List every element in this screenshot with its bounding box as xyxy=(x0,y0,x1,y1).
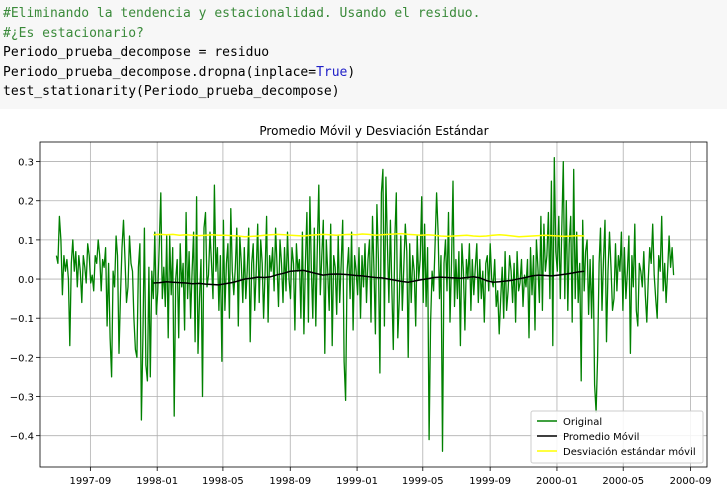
y-tick-label: 0.3 xyxy=(18,158,34,169)
legend-box xyxy=(530,410,704,464)
x-tick-label: 1998-01 xyxy=(136,476,178,487)
chart-figure: Promedio Móvil y Desviación Estándar 0.3… xyxy=(10,124,712,487)
x-tick-label: 2000-09 xyxy=(670,476,712,487)
chart-series xyxy=(55,157,675,452)
series-line-promedio-m-vil xyxy=(153,269,585,286)
y-tick-label: −0.4 xyxy=(10,432,34,443)
y-axis: 0.3 0.2 0.1 0.0 −0.1 −0.2 −0.3 −0.4 xyxy=(10,158,40,443)
x-tick-label: 1998-05 xyxy=(202,476,244,487)
y-tick-label: −0.3 xyxy=(10,393,34,404)
code-line: #Eliminando la tendencia y estacionalida… xyxy=(3,4,727,24)
x-tick-label: 1999-09 xyxy=(469,476,511,487)
code-token: ) xyxy=(347,64,356,80)
plot-area-frame xyxy=(39,141,708,468)
code-token: True xyxy=(316,64,348,80)
code-token: Periodo_prueba_decompose = residuo xyxy=(3,45,270,60)
x-tick-label: 1999-01 xyxy=(336,476,378,487)
y-tick-label: −0.1 xyxy=(10,314,34,325)
legend-label: Promedio Móvil xyxy=(563,431,639,443)
legend-label: Desviación estándar móvil xyxy=(563,446,696,458)
code-token: #Eliminando la tendencia y estacionalida… xyxy=(3,6,481,21)
legend-label: Original xyxy=(563,417,602,428)
code-token: #¿Es estacionario? xyxy=(3,25,144,41)
y-tick-label: 0.0 xyxy=(18,275,34,286)
x-tick-label: 1999-05 xyxy=(402,476,444,487)
x-tick-label: 1997-09 xyxy=(69,476,111,487)
code-cell[interactable]: #Eliminando la tendencia y estacionalida… xyxy=(0,0,727,109)
x-tick-label: 1998-09 xyxy=(269,476,311,487)
code-line: Periodo_prueba_decompose.dropna(inplace=… xyxy=(3,63,727,83)
code-line: test_stationarity(Periodo_prueba_decompo… xyxy=(3,82,727,102)
y-tick-label: 0.1 xyxy=(18,236,34,247)
series-line-original xyxy=(55,157,675,452)
chart-legend: Original Promedio Móvil Desviación estánda… xyxy=(530,410,704,464)
code-line: #¿Es estacionario? xyxy=(3,24,727,44)
code-token: Periodo_prueba_decompose.dropna(inplace= xyxy=(3,64,317,80)
y-tick-label: 0.2 xyxy=(18,197,34,208)
y-tick-label: −0.2 xyxy=(10,353,34,364)
code-token: test_stationarity(Periodo_prueba_decompo… xyxy=(3,84,340,99)
chart-title: Promedio Móvil y Desviación Estándar xyxy=(259,124,488,138)
series-line-desviaci-n-est-ndar-m-vil xyxy=(153,232,585,238)
output-separator xyxy=(0,109,727,111)
code-line: Periodo_prueba_decompose = residuo xyxy=(3,43,727,63)
x-axis: 1997-09 1998-01 1998-05 1998-09 1999-01 1999-… xyxy=(69,467,711,487)
x-tick-label: 2000-01 xyxy=(536,476,578,487)
x-tick-label: 2000-05 xyxy=(602,476,644,487)
